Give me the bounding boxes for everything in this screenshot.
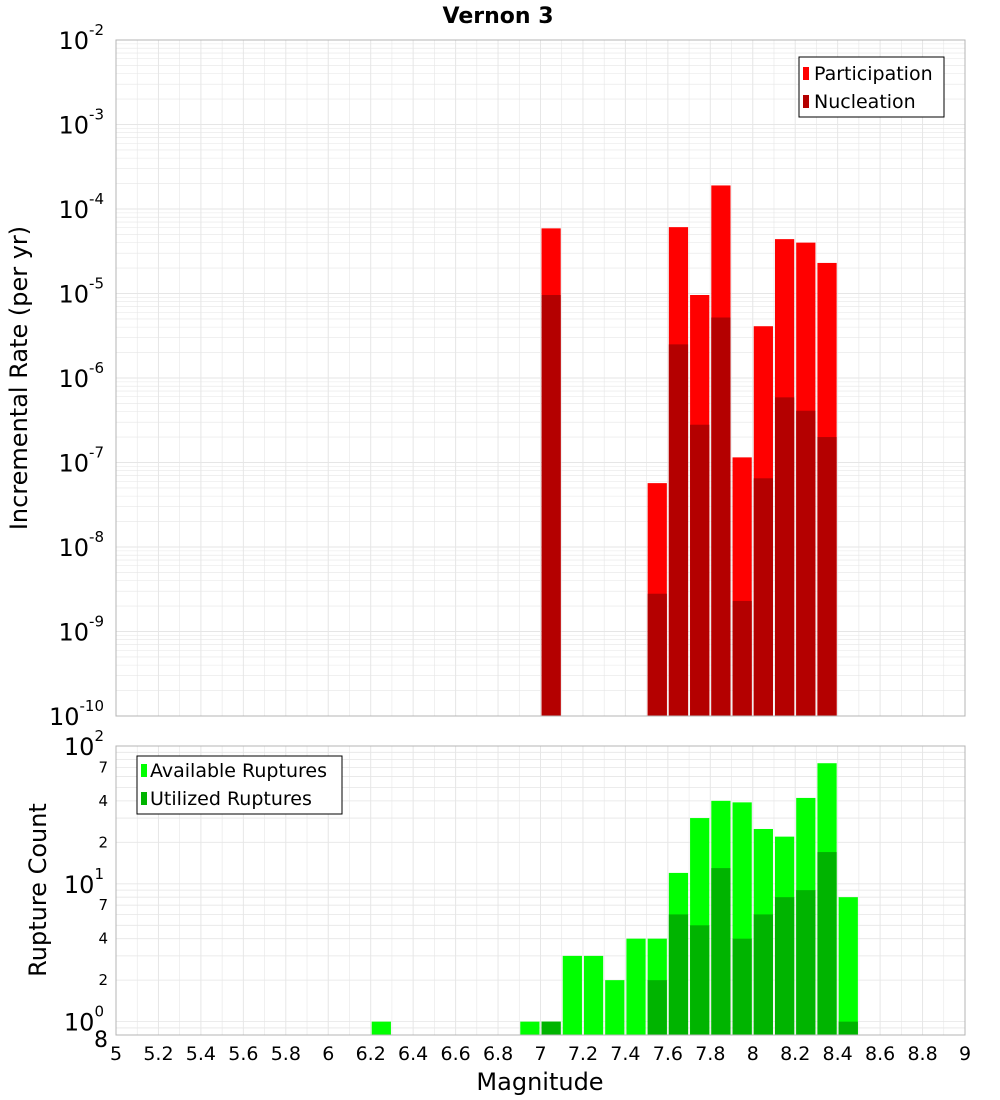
rate-y-tick-label: 10-8 (58, 528, 104, 562)
nucleation-bar (753, 478, 773, 716)
rate-y-tick-label: 10-2 (58, 21, 104, 55)
x-tick-label: 5 (110, 1043, 122, 1065)
x-tick-labels: 5 5.2 5.4 5.6 5.8 6 6.2 6.4 6.6 6.8 7 7.2 7.4 7.6 7.8 8… (110, 1043, 971, 1065)
count-y-axis-label: Rupture Count (24, 803, 52, 977)
available-bar (520, 1021, 540, 1035)
rate-legend: Participation Nucleation (798, 56, 945, 118)
rate-y-tick-label: 10-5 (58, 275, 104, 309)
rate-y-tick-label: 10-3 (58, 106, 104, 140)
utilized-legend-label: Utilized Ruptures (150, 788, 312, 810)
nucleation-bar (541, 294, 561, 716)
utilized-bar (817, 852, 837, 1035)
x-tick-label: 6.2 (356, 1043, 386, 1065)
available-bar (605, 980, 625, 1035)
nucleation-bar (668, 344, 689, 716)
x-tick-label: 8.6 (865, 1043, 895, 1065)
utilized-bar (796, 890, 816, 1035)
available-bar (583, 955, 604, 1035)
count-plot-frame (115, 745, 966, 1036)
utilized-bar (668, 914, 689, 1035)
utilized-bar (647, 980, 667, 1035)
nucleation-bar (711, 317, 731, 716)
x-tick-label: 8 (747, 1043, 759, 1065)
count-y-major-tick-label: 101 (64, 865, 104, 899)
available-legend-swatch (141, 764, 147, 777)
utilized-bar (774, 897, 795, 1035)
rate-y-tick-label: 10-9 (58, 613, 104, 647)
utilized-bar (753, 914, 773, 1035)
x-tick-label: 5.4 (186, 1043, 216, 1065)
available-bar (626, 938, 646, 1035)
count-y-minor-tick-label: 2 (98, 971, 108, 989)
count-y-minor-tick-label: 4 (98, 930, 108, 948)
nucleation-legend-swatch (803, 95, 809, 108)
rate-legend-box (798, 56, 945, 118)
count-y-minor-tick-label: 2 (98, 833, 108, 851)
chart-title: Vernon 3 (443, 4, 554, 29)
count-bars (371, 763, 858, 1035)
x-tick-label: 6.4 (398, 1043, 428, 1065)
x-tick-label: 7.8 (695, 1043, 725, 1065)
available-bar (562, 955, 582, 1035)
x-tick-label: 5.6 (228, 1043, 258, 1065)
count-y-major-tick-label: 102 (64, 727, 104, 761)
nucleation-bar (690, 424, 710, 716)
x-tick-label: 8.8 (907, 1043, 937, 1065)
x-tick-label: 7.4 (610, 1043, 640, 1065)
count-y-minor-tick-label: 7 (98, 758, 108, 776)
count-y-minor-tick-label: 8 (94, 1028, 108, 1053)
rate-y-tick-label: 10-6 (58, 359, 104, 393)
x-tick-label: 6 (322, 1043, 334, 1065)
available-bar (371, 1021, 391, 1035)
x-tick-label: 5.8 (271, 1043, 301, 1065)
utilized-bar (541, 1021, 561, 1035)
nucleation-bar (732, 600, 752, 716)
utilized-legend-swatch (141, 792, 147, 805)
count-panel: 100 101 102 8 2 4 7 2 4 7 5 5.2 5.4 5.6 5.8 6 6.2 6.4 6.6… (24, 727, 971, 1096)
x-tick-label: 6.8 (483, 1043, 513, 1065)
x-tick-label: 8.4 (823, 1043, 853, 1065)
available-legend-label: Available Ruptures (150, 760, 327, 782)
rate-y-tick-label: 10-7 (58, 444, 104, 478)
x-axis-label: Magnitude (476, 1068, 603, 1096)
count-y-tick-labels: 100 101 102 8 2 4 7 2 4 7 (64, 727, 108, 1053)
nucleation-bar (817, 437, 837, 716)
rate-y-tick-label: 10-10 (49, 697, 104, 731)
rate-gridlines (115, 40, 966, 717)
count-y-minor-tick-label: 7 (98, 896, 108, 914)
x-tick-label: 7.6 (653, 1043, 683, 1065)
rate-y-tick-label: 10-4 (58, 190, 104, 224)
nucleation-bar (774, 397, 795, 716)
x-tick-label: 5.2 (143, 1043, 173, 1065)
available-bar (838, 897, 858, 1035)
rate-y-tick-labels: 10-2 10-3 10-4 10-5 10-6 10-7 10-8 10-9 10-10 (49, 21, 104, 731)
count-y-minor-tick-label: 4 (98, 792, 108, 810)
utilized-bar (838, 1021, 858, 1035)
utilized-bar (690, 925, 710, 1035)
nucleation-bar (796, 410, 816, 716)
nucleation-bar (647, 593, 667, 716)
nucleation-legend-label: Nucleation (814, 91, 916, 113)
x-tick-label: 9 (959, 1043, 971, 1065)
count-legend: Available Ruptures Utilized Ruptures (136, 755, 343, 815)
x-tick-label: 8.2 (780, 1043, 810, 1065)
count-y-major-tick-label: 100 (64, 1003, 104, 1037)
participation-legend-swatch (803, 67, 809, 80)
rate-y-axis-label: Incremental Rate (per yr) (5, 226, 33, 530)
x-tick-label: 7 (534, 1043, 546, 1065)
rate-panel: 10-2 10-3 10-4 10-5 10-6 10-7 10-8 10-9 10-10 In… (5, 21, 966, 731)
count-legend-box (136, 755, 343, 815)
participation-legend-label: Participation (814, 63, 933, 85)
x-tick-label: 6.6 (440, 1043, 470, 1065)
rate-plot-frame (115, 39, 966, 717)
x-tick-label: 7.2 (568, 1043, 598, 1065)
utilized-bar (711, 868, 731, 1035)
utilized-bar (732, 938, 752, 1035)
rate-bars (541, 185, 837, 717)
